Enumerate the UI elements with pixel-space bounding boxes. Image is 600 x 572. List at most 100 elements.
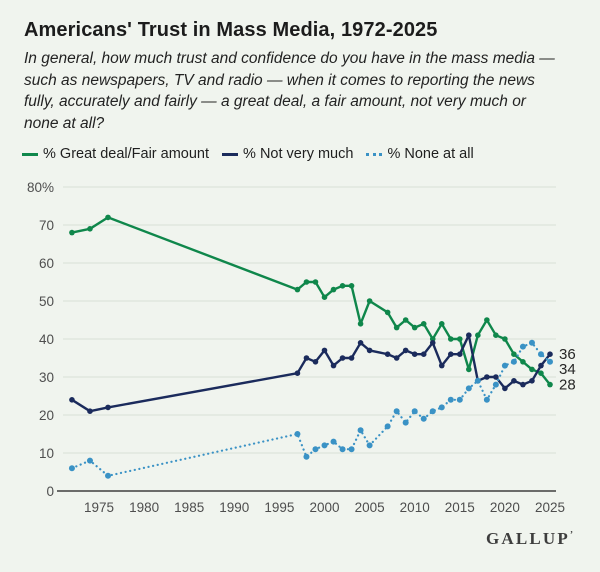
series-line xyxy=(71,333,551,413)
y-tick-label: 50 xyxy=(39,294,54,309)
data-point-marker xyxy=(438,321,445,327)
x-tick-label: 1995 xyxy=(264,500,294,515)
legend-label: % Not very much xyxy=(243,146,354,162)
data-point-marker xyxy=(357,427,364,434)
data-point-marker xyxy=(411,408,418,415)
x-tick-label: 1990 xyxy=(219,500,249,515)
data-point-marker xyxy=(465,385,472,392)
data-point-marker xyxy=(466,332,472,338)
data-point-marker xyxy=(483,396,490,403)
legend-line-swatch-blue-dotted xyxy=(366,152,383,156)
data-point-marker xyxy=(538,370,544,376)
data-point-marker xyxy=(303,279,310,285)
data-point-marker xyxy=(429,408,436,415)
data-point-marker xyxy=(330,286,337,293)
data-point-marker xyxy=(493,374,499,380)
data-point-marker xyxy=(105,214,111,221)
legend-line-swatch-navy xyxy=(222,152,239,156)
chart-legend: % Great deal/Fair amount % Not very much… xyxy=(22,146,474,162)
data-point-marker xyxy=(87,408,93,414)
y-tick-label: 20 xyxy=(39,408,54,423)
data-point-marker xyxy=(87,226,93,232)
y-tick-label: 40 xyxy=(39,332,54,347)
data-point-marker xyxy=(501,362,508,369)
y-tick-label: 10 xyxy=(39,446,54,461)
data-point-marker xyxy=(69,229,75,236)
data-point-marker xyxy=(339,446,346,453)
data-point-marker xyxy=(420,415,427,422)
data-point-marker xyxy=(357,340,364,346)
data-point-marker xyxy=(393,408,400,415)
gallup-logo: GALLUP’ xyxy=(486,529,573,549)
data-point-marker xyxy=(474,377,481,384)
data-point-marker xyxy=(529,378,535,384)
data-point-marker xyxy=(402,419,409,426)
data-point-marker xyxy=(357,321,364,327)
x-tick-label: 1975 xyxy=(84,500,114,515)
data-point-marker xyxy=(520,359,526,365)
data-point-marker xyxy=(493,332,499,338)
y-tick-label: 70 xyxy=(39,218,54,233)
data-point-marker xyxy=(384,351,391,357)
x-tick-label: 1980 xyxy=(129,500,159,515)
data-point-marker xyxy=(294,431,301,437)
legend-item-none-at-all: % None at all xyxy=(366,146,474,162)
data-point-marker xyxy=(528,339,535,346)
data-point-marker xyxy=(547,381,553,388)
data-point-marker xyxy=(384,423,391,430)
gallup-logo-trademark: ’ xyxy=(570,529,573,540)
x-tick-label: 1985 xyxy=(174,500,204,515)
data-point-marker xyxy=(402,347,409,354)
legend-item-not-very-much: % Not very much xyxy=(222,146,353,162)
page-title: Americans' Trust in Mass Media, 1972-202… xyxy=(24,19,438,41)
data-point-marker xyxy=(429,340,436,346)
y-tick-label: 80% xyxy=(27,180,54,195)
x-tick-label: 2025 xyxy=(535,500,565,515)
data-point-marker xyxy=(339,355,346,361)
series-end-value-label: 36 xyxy=(559,346,576,363)
data-point-marker xyxy=(69,397,75,403)
x-tick-label: 2020 xyxy=(490,500,520,515)
data-point-marker xyxy=(348,283,355,289)
data-point-marker xyxy=(68,465,75,472)
data-point-marker xyxy=(411,351,418,357)
data-point-marker xyxy=(456,396,463,403)
series-end-value-label: 34 xyxy=(559,361,576,378)
data-point-marker xyxy=(312,446,319,453)
data-point-marker xyxy=(447,396,454,403)
legend-label: % None at all xyxy=(387,146,474,162)
data-point-marker xyxy=(366,298,373,304)
x-tick-label: 2015 xyxy=(445,500,475,515)
data-point-marker xyxy=(321,442,328,449)
series-line xyxy=(70,341,552,477)
data-point-marker xyxy=(447,351,454,357)
data-point-marker xyxy=(484,374,490,380)
data-point-marker xyxy=(321,347,328,354)
trust-line-chart: 0 10 20 30 40 50 60 70 80% 1975 1980 1985 1990 1995 20… xyxy=(27,180,576,515)
data-point-marker xyxy=(492,381,499,388)
data-point-marker xyxy=(420,321,427,327)
series-end-value-label: 28 xyxy=(559,377,576,394)
data-point-marker xyxy=(366,442,373,449)
data-point-marker xyxy=(86,457,93,464)
data-point-marker xyxy=(348,355,355,361)
data-point-marker xyxy=(105,404,111,411)
data-point-marker xyxy=(457,336,463,342)
data-point-marker xyxy=(502,336,508,342)
data-point-marker xyxy=(457,351,463,357)
legend-label: % Great deal/Fair amount xyxy=(43,146,210,162)
data-point-marker xyxy=(294,286,301,293)
data-point-marker xyxy=(438,362,445,369)
y-tick-label: 60 xyxy=(39,256,54,271)
data-point-marker xyxy=(547,351,553,357)
x-tick-label: 2000 xyxy=(309,500,339,515)
data-point-marker xyxy=(529,366,535,373)
data-point-marker xyxy=(466,366,472,373)
gallup-logo-text: GALLUP xyxy=(485,529,570,548)
data-point-marker xyxy=(537,351,544,358)
y-tick-label: 30 xyxy=(39,370,54,385)
data-point-marker xyxy=(303,355,310,361)
data-point-marker xyxy=(520,381,526,388)
data-point-marker xyxy=(339,283,346,289)
